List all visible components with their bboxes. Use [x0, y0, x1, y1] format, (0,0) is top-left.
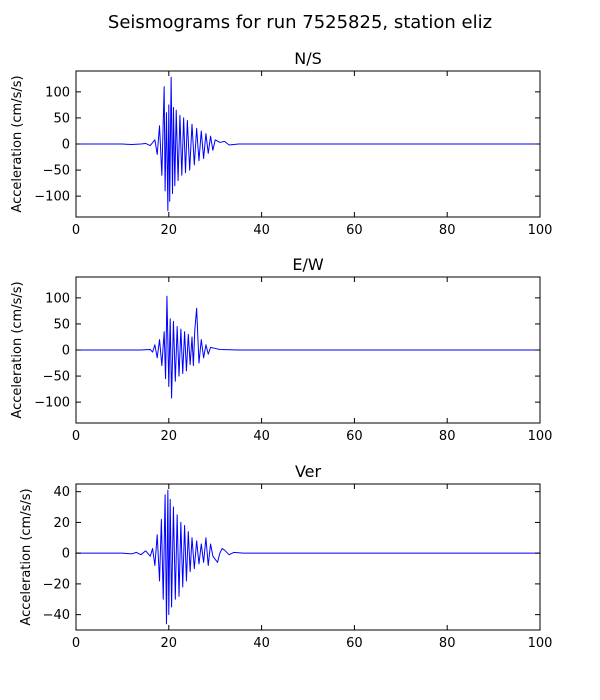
y-tick-label: 100	[45, 291, 70, 306]
y-tick-label: 20	[53, 516, 70, 531]
x-tick-label: 100	[528, 429, 553, 444]
y-tick-label: −50	[43, 164, 70, 179]
panel-2: E/W 0 20 40 60 80 100 100 50 0 −50 −100 Acceleration…	[10, 255, 552, 444]
x-tick-label: 0	[72, 429, 80, 444]
y-tick-label: −40	[43, 608, 70, 623]
panel-title: N/S	[294, 49, 322, 68]
series-line	[76, 76, 540, 212]
axes-frame	[75, 483, 541, 631]
x-tick-label: 40	[253, 429, 270, 444]
panel-title: E/W	[292, 255, 324, 274]
y-tick-label: 50	[53, 317, 70, 332]
x-tick-label: 60	[346, 636, 363, 651]
y-tick-label: −100	[34, 396, 70, 411]
x-tick-label: 100	[528, 223, 553, 238]
series-line	[76, 295, 540, 399]
x-tick-label: 20	[161, 429, 178, 444]
y-tick-label: 0	[62, 547, 70, 562]
y-tick-label: −100	[34, 190, 70, 205]
y-tick-label: 40	[53, 485, 70, 500]
y-tick-label: 0	[62, 344, 70, 359]
y-axis-label: Acceleration (cm/s/s)	[10, 75, 25, 212]
y-axis-label: Acceleration (cm/s/s)	[10, 281, 25, 418]
panel-3: Ver 0 20 40 60 80 100 40 20 0 −20 −40 Acceleration (…	[19, 462, 552, 651]
x-tick-label: 60	[346, 223, 363, 238]
y-tick-label: 100	[45, 85, 70, 100]
y-tick-label: 50	[53, 111, 70, 126]
panel-1: N/S 0 20 40 60 80 100 100 50 0 −50 −100 Acceleration…	[10, 49, 552, 238]
x-tick-label: 20	[161, 223, 178, 238]
x-tick-label: 40	[253, 223, 270, 238]
x-tick-label: 80	[439, 223, 456, 238]
panel-title: Ver	[295, 462, 322, 481]
x-tick-label: 60	[346, 429, 363, 444]
y-axis-label: Acceleration (cm/s/s)	[19, 488, 34, 625]
x-tick-label: 0	[72, 636, 80, 651]
x-tick-label: 0	[72, 223, 80, 238]
y-tick-label: −50	[43, 370, 70, 385]
figure-suptitle: Seismograms for run 7525825, station eli…	[108, 12, 492, 33]
y-tick-label: −20	[43, 577, 70, 592]
y-tick-label: 0	[62, 138, 70, 153]
x-tick-label: 80	[439, 636, 456, 651]
x-tick-label: 80	[439, 429, 456, 444]
series-line	[76, 489, 540, 625]
x-tick-label: 40	[253, 636, 270, 651]
x-tick-label: 100	[528, 636, 553, 651]
x-tick-label: 20	[161, 636, 178, 651]
